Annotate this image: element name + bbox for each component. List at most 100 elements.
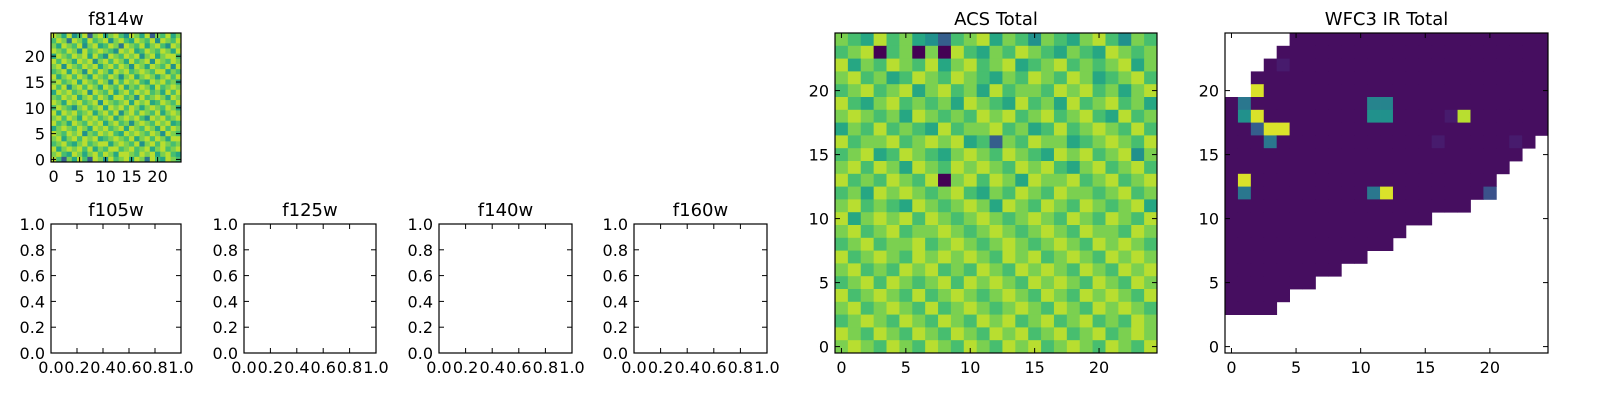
y-tick-label: 0 — [35, 150, 45, 169]
heatmap-cell — [1144, 276, 1158, 290]
heatmap-cell — [1405, 173, 1420, 187]
heatmap-cell — [1354, 225, 1368, 239]
heatmap-cell — [1496, 33, 1510, 47]
heatmap-cell — [97, 131, 104, 137]
heatmap-cell — [1405, 45, 1420, 59]
heatmap-cell — [1457, 71, 1471, 85]
heatmap-cell — [77, 131, 83, 137]
heatmap-cell — [925, 58, 939, 72]
heatmap-cell — [1144, 161, 1158, 175]
heatmap-cell — [118, 131, 125, 137]
heatmap-cell — [77, 74, 83, 80]
heatmap-cell — [847, 276, 862, 290]
heatmap-cell — [1522, 84, 1536, 98]
heatmap-cell — [1315, 148, 1329, 162]
heatmap-cell — [129, 63, 135, 70]
heatmap-cell — [1237, 199, 1252, 213]
heatmap-cell — [1144, 340, 1158, 354]
heatmap-cell — [976, 148, 990, 162]
heatmap-cell — [87, 100, 93, 106]
panel-title: ACS Total — [954, 9, 1038, 30]
heatmap-cell — [1002, 225, 1016, 239]
heatmap-cell — [1053, 122, 1068, 136]
heatmap-cell — [1237, 97, 1252, 111]
heatmap-cell — [1367, 97, 1381, 111]
heatmap-cell — [1237, 289, 1252, 303]
heatmap-cell — [82, 131, 88, 137]
heatmap-cell — [1092, 97, 1106, 111]
x-tick-label: 10 — [1350, 358, 1370, 377]
heatmap-cell — [1002, 109, 1016, 123]
heatmap-cell — [860, 161, 875, 175]
heatmap-cell — [1118, 327, 1132, 341]
heatmap-cell — [1380, 58, 1394, 72]
heatmap-cell — [1079, 327, 1093, 341]
heatmap-cell — [149, 141, 156, 147]
heatmap-cell — [976, 199, 990, 213]
heatmap-cell — [938, 122, 952, 136]
heatmap-cell — [1483, 58, 1497, 72]
heatmap-cell — [989, 199, 1003, 213]
heatmap-cell — [1302, 58, 1316, 72]
heatmap-cell — [1092, 289, 1106, 303]
heatmap-cell — [103, 120, 109, 127]
heatmap-cell — [1053, 199, 1068, 213]
heatmap-cell — [165, 53, 171, 60]
x-tick-label: 0.2 — [258, 358, 283, 377]
heatmap-cell — [925, 263, 939, 277]
heatmap-cell — [1315, 58, 1329, 72]
heatmap-cell — [1002, 97, 1016, 111]
heatmap-cell — [1144, 109, 1158, 123]
heatmap-cell — [925, 250, 939, 264]
heatmap-cell — [103, 141, 109, 147]
heatmap-cell — [1079, 109, 1093, 123]
heatmap-cell — [1263, 84, 1278, 98]
heatmap-cell — [61, 151, 67, 158]
heatmap-cell — [835, 263, 849, 277]
heatmap-cell — [938, 250, 952, 264]
heatmap-cell — [1092, 109, 1106, 123]
heatmap-cell — [160, 146, 166, 153]
heatmap-cell — [1079, 212, 1093, 226]
heatmap-cell — [56, 58, 62, 65]
heatmap-cell — [1041, 45, 1055, 59]
heatmap-cell — [950, 97, 965, 111]
heatmap-cell — [82, 115, 88, 122]
heatmap-cell — [97, 89, 104, 96]
heatmap-cell — [1328, 263, 1342, 277]
heatmap-cell — [108, 156, 114, 163]
heatmap-cell — [1131, 97, 1145, 111]
heatmap-cell — [1053, 135, 1068, 149]
heatmap-cell — [860, 173, 875, 187]
heatmap-cell — [134, 53, 140, 60]
heatmap-cell — [1392, 148, 1407, 162]
heatmap-cell — [950, 301, 965, 315]
heatmap-cell — [97, 94, 104, 101]
heatmap-cell — [92, 125, 99, 132]
heatmap-cell — [1328, 33, 1342, 47]
heatmap-cell — [1015, 237, 1029, 251]
heatmap-cell — [165, 141, 171, 147]
y-tick-label: 0.4 — [20, 292, 45, 311]
heatmap-cell — [1444, 58, 1458, 72]
heatmap-cell — [1028, 263, 1042, 277]
x-tick-label: 15 — [121, 167, 141, 186]
heatmap-cell — [1341, 45, 1355, 59]
heatmap-cell — [123, 69, 130, 75]
heatmap-cell — [144, 58, 151, 65]
heatmap-cell — [963, 186, 978, 200]
x-tick-label: 0.2 — [453, 358, 478, 377]
heatmap-cell — [925, 97, 939, 111]
heatmap-cell — [97, 156, 104, 163]
y-tick-label: 0.8 — [20, 241, 45, 260]
heatmap-cell — [1250, 225, 1265, 239]
heatmap-cell — [860, 122, 875, 136]
heatmap-cell — [1470, 161, 1484, 175]
heatmap-cell — [113, 125, 119, 132]
heatmap-cell — [1225, 135, 1239, 149]
heatmap-cell — [108, 110, 114, 116]
heatmap-cell — [1367, 84, 1381, 98]
heatmap-cell — [1354, 186, 1368, 200]
heatmap-cell — [1144, 212, 1158, 226]
heatmap-cell — [1028, 135, 1042, 149]
